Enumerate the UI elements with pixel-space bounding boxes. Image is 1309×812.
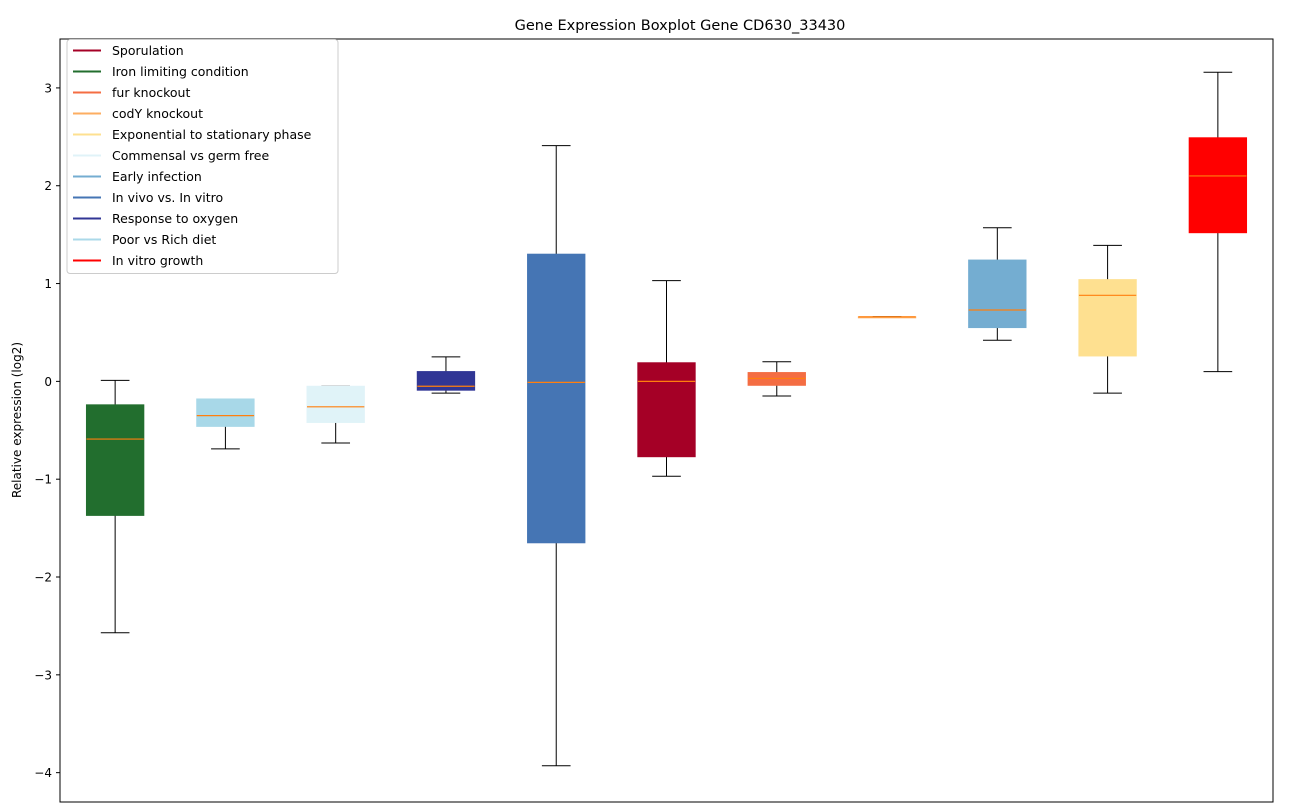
box-iron-limiting-condition — [85, 379, 145, 634]
box-commensal-vs-germ-free — [306, 385, 365, 444]
legend: Sporulation Iron limiting condition fur kn… — [66, 39, 339, 274]
box-in-vitro-growth — [1188, 71, 1248, 373]
legend-item: codY knockout — [73, 106, 203, 121]
box-sporulation — [637, 280, 696, 477]
box-body — [85, 404, 145, 516]
y-axis: −4 −3 −2 −1 0 1 2 3 — [34, 81, 60, 780]
legend-label: Exponential to stationary phase — [112, 127, 312, 142]
box-body — [306, 385, 365, 423]
box-body — [527, 253, 586, 544]
legend-label: Response to oxygen — [112, 211, 238, 226]
box-cody-knockout — [857, 316, 917, 319]
legend-item: fur knockout — [73, 85, 190, 100]
box-early-infection — [968, 227, 1027, 341]
legend-item: Response to oxygen — [73, 211, 238, 226]
legend-label: codY knockout — [112, 106, 203, 121]
legend-frame — [66, 39, 339, 274]
legend-label: fur knockout — [112, 85, 190, 100]
legend-item: Sporulation — [73, 43, 184, 58]
legend-item: Poor vs Rich diet — [73, 232, 216, 247]
box-body — [637, 362, 696, 458]
box-response-to-oxygen — [416, 356, 476, 394]
plot-frame — [59, 38, 1274, 803]
box-body — [1078, 279, 1137, 357]
y-tick-label: −1 — [34, 473, 52, 487]
legend-item: In vivo vs. In vitro — [73, 190, 223, 205]
legend-item: Commensal vs germ free — [73, 148, 269, 163]
legend-label: Iron limiting condition — [112, 64, 249, 79]
box-body — [968, 259, 1027, 329]
box-body — [196, 398, 255, 427]
legend-label: Poor vs Rich diet — [112, 232, 216, 247]
y-tick-label: −2 — [34, 571, 52, 585]
box-body — [1188, 137, 1248, 234]
box-exponential-to-stationary-phase — [1078, 244, 1137, 394]
legend-item: Early infection — [73, 169, 202, 184]
y-tick-label: 0 — [44, 375, 52, 389]
box-in-vivo-vs-in-vitro — [527, 145, 586, 767]
y-tick-label: −3 — [34, 668, 52, 682]
legend-label: Sporulation — [112, 43, 184, 58]
y-tick-label: 2 — [44, 179, 52, 193]
chart-title: Gene Expression Boxplot Gene CD630_33430 — [515, 18, 846, 34]
box-body — [416, 371, 476, 391]
legend-label: Early infection — [112, 169, 202, 184]
box-fur-knockout — [747, 361, 806, 397]
y-tick-label: 3 — [44, 81, 52, 95]
legend-label: In vivo vs. In vitro — [112, 190, 223, 205]
legend-item: In vitro growth — [73, 253, 203, 268]
legend-item: Iron limiting condition — [73, 64, 249, 79]
legend-label: In vitro growth — [112, 253, 203, 268]
legend-item: Exponential to stationary phase — [73, 127, 312, 142]
box-poor-vs-rich-diet — [196, 398, 255, 450]
y-tick-label: 1 — [44, 277, 52, 291]
boxes-layer — [85, 71, 1248, 767]
legend-label: Commensal vs germ free — [112, 148, 269, 163]
y-axis-label: Relative expression (log2) — [10, 342, 24, 498]
y-tick-label: −4 — [34, 766, 52, 780]
